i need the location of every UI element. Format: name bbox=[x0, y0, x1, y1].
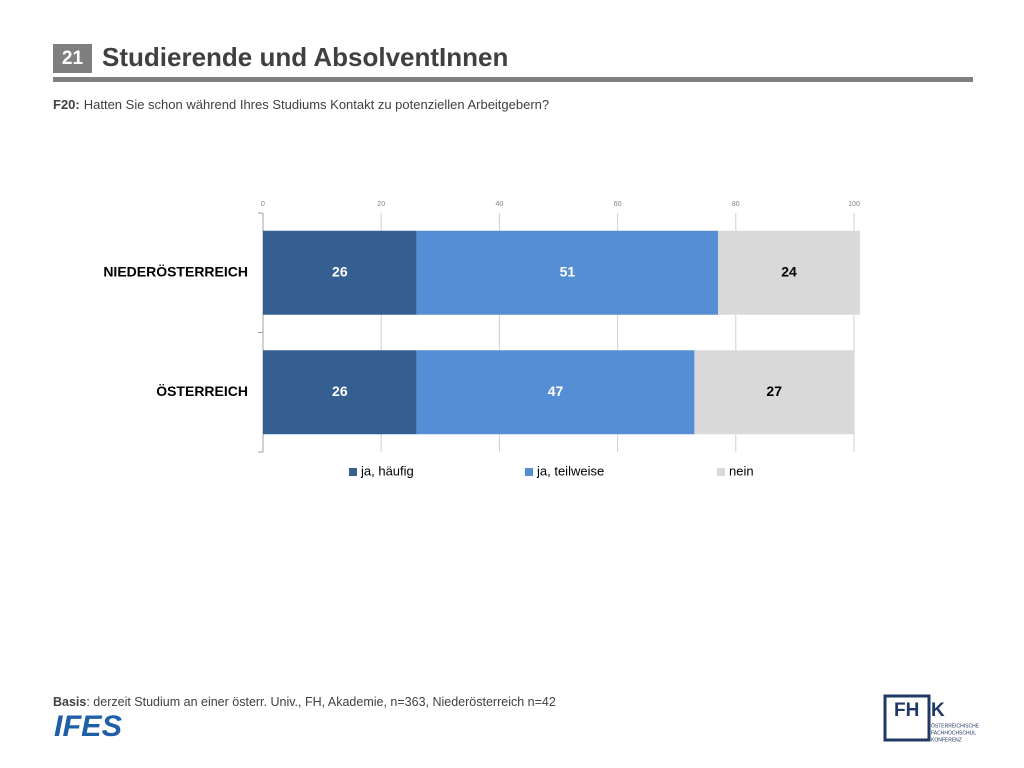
bar-segment bbox=[416, 350, 695, 435]
bar-segment bbox=[263, 350, 417, 435]
footer-text: : derzeit Studium an einer österr. Univ.… bbox=[86, 695, 556, 709]
y-tick-label: NIEDERÖSTERREICH bbox=[103, 263, 248, 279]
data-label: 51 bbox=[560, 263, 576, 279]
data-label: 26 bbox=[332, 263, 348, 279]
y-tick-label: ÖSTERREICH bbox=[156, 383, 248, 399]
legend-swatch bbox=[349, 468, 357, 476]
fhk-logo-box bbox=[883, 694, 931, 742]
legend-label: nein bbox=[729, 463, 754, 478]
bar-segment bbox=[263, 230, 417, 315]
slide-number: 21 bbox=[62, 48, 84, 69]
x-tick-label: 60 bbox=[614, 201, 622, 208]
bar-segment bbox=[416, 230, 719, 315]
slide-title: Studierende und AbsolventInnen bbox=[102, 42, 508, 72]
bar-segment bbox=[694, 350, 854, 435]
question: F20: Hatten Sie schon während Ihres Studi… bbox=[53, 97, 549, 112]
data-label: 27 bbox=[766, 383, 782, 399]
data-label: 47 bbox=[548, 383, 564, 399]
fhk-logo-left: FH bbox=[894, 700, 919, 721]
chart: 0 20 40 60 80 100 NIEDERÖSTERREICH 26 51 24 ÖSTERR… bbox=[103, 201, 860, 479]
x-tick-label: 40 bbox=[496, 201, 504, 208]
fhk-logo-line: KONFERENZ bbox=[931, 737, 962, 743]
x-tick-label: 100 bbox=[848, 201, 860, 208]
legend-label: ja, teilweise bbox=[536, 463, 604, 478]
ifes-logo: IFES bbox=[54, 710, 122, 743]
footer-label: Basis bbox=[53, 695, 86, 709]
x-tick-label: 80 bbox=[732, 201, 740, 208]
footer: Basis: derzeit Studium an einer österr. … bbox=[53, 695, 556, 709]
legend-swatch bbox=[717, 468, 725, 476]
slide-number-box bbox=[53, 44, 92, 73]
fhk-logo-right: K bbox=[931, 700, 945, 721]
legend-label: ja, häufig bbox=[360, 463, 414, 478]
data-label: 26 bbox=[332, 383, 348, 399]
fhk-logo-line: FACHHOCHSCHUL bbox=[931, 730, 976, 736]
x-tick-label: 0 bbox=[261, 201, 265, 208]
question-text: Hatten Sie schon während Ihres Studiums … bbox=[84, 97, 549, 112]
fhk-logo-line: ÖSTERREICHISCHE bbox=[931, 722, 980, 729]
title-rule bbox=[53, 77, 973, 82]
legend-swatch bbox=[525, 468, 533, 476]
question-label: F20: bbox=[53, 97, 80, 112]
data-label: 24 bbox=[781, 263, 797, 279]
x-tick-label: 20 bbox=[377, 201, 385, 208]
bar-segment bbox=[718, 230, 860, 315]
